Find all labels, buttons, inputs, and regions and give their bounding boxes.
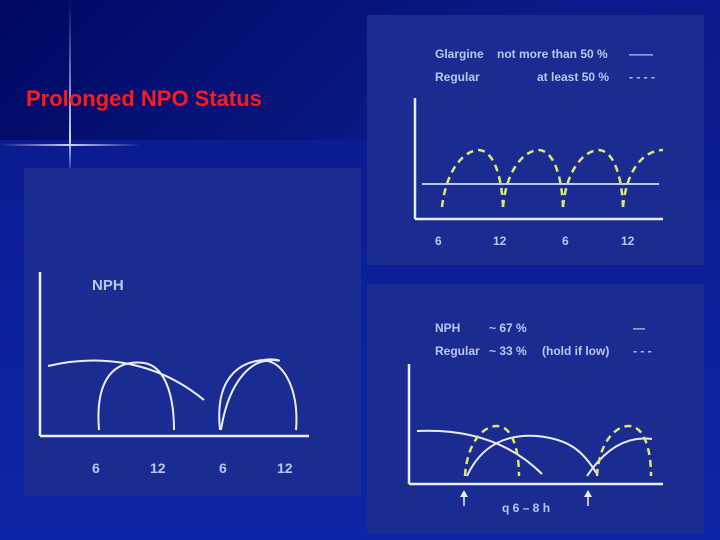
decorative-horizontal-line	[0, 144, 140, 146]
tick-label: 12	[493, 234, 507, 248]
legend-style: - - - -	[629, 70, 655, 84]
legend-value: at least 50 %	[537, 70, 609, 84]
regular-curve	[501, 148, 565, 208]
tick-label: 6	[435, 234, 442, 248]
curve-label-nph: NPH	[92, 277, 124, 294]
legend-style: - - -	[633, 344, 652, 358]
nph-curve-1	[47, 359, 205, 401]
arrow-head-icon	[460, 490, 468, 497]
legend-style: —	[633, 321, 645, 335]
nph-curve-2	[97, 361, 175, 431]
slide-title: Prolonged NPO Status	[26, 86, 262, 111]
nph-regular-diagram: NPH ~ 67 % — Regular ~ 33 % (hold if low…	[407, 321, 663, 515]
nph-diagram: NPH 6 12 6 12	[38, 272, 309, 476]
tick-label: 12	[277, 460, 293, 476]
nph-curve	[466, 434, 598, 477]
nph-curve	[416, 429, 543, 475]
legend-value: ~ 67 %	[489, 321, 527, 335]
nph-curve-3	[218, 358, 280, 431]
regular-curve	[440, 148, 505, 208]
tick-label: 12	[621, 234, 635, 248]
legend-style: ——	[629, 47, 653, 61]
tick-label: 6	[92, 460, 100, 476]
interval-label: q 6 – 8 h	[502, 501, 550, 515]
nph-curve-4	[220, 359, 298, 431]
panel-glargine-regular: Glargine not more than 50 % —— Regular a…	[367, 15, 704, 265]
legend-value: not more than 50 %	[497, 47, 608, 61]
tick-label: 12	[150, 460, 166, 476]
regular-curves	[463, 424, 653, 477]
nph-curves	[416, 429, 653, 477]
regular-curve	[463, 424, 521, 477]
panel-nph: NPH 6 12 6 12	[24, 168, 361, 496]
regular-curves	[440, 148, 664, 208]
regular-curve	[621, 148, 664, 208]
regular-curve	[561, 148, 625, 208]
panel-nph-regular: NPH ~ 67 % — Regular ~ 33 % (hold if low…	[367, 284, 704, 534]
decorative-vertical-line	[69, 0, 71, 175]
legend-name: Regular	[435, 70, 480, 84]
legend-value: ~ 33 %	[489, 344, 527, 358]
glargine-diagram: Glargine not more than 50 % —— Regular a…	[413, 47, 664, 248]
arrow-head-icon	[584, 490, 592, 497]
tick-label: 6	[219, 460, 227, 476]
legend-note: (hold if low)	[542, 344, 609, 358]
legend-name: NPH	[435, 321, 460, 335]
legend-name: Glargine	[435, 47, 484, 61]
regular-curve	[595, 424, 653, 477]
tick-label: 6	[562, 234, 569, 248]
legend-name: Regular	[435, 344, 480, 358]
